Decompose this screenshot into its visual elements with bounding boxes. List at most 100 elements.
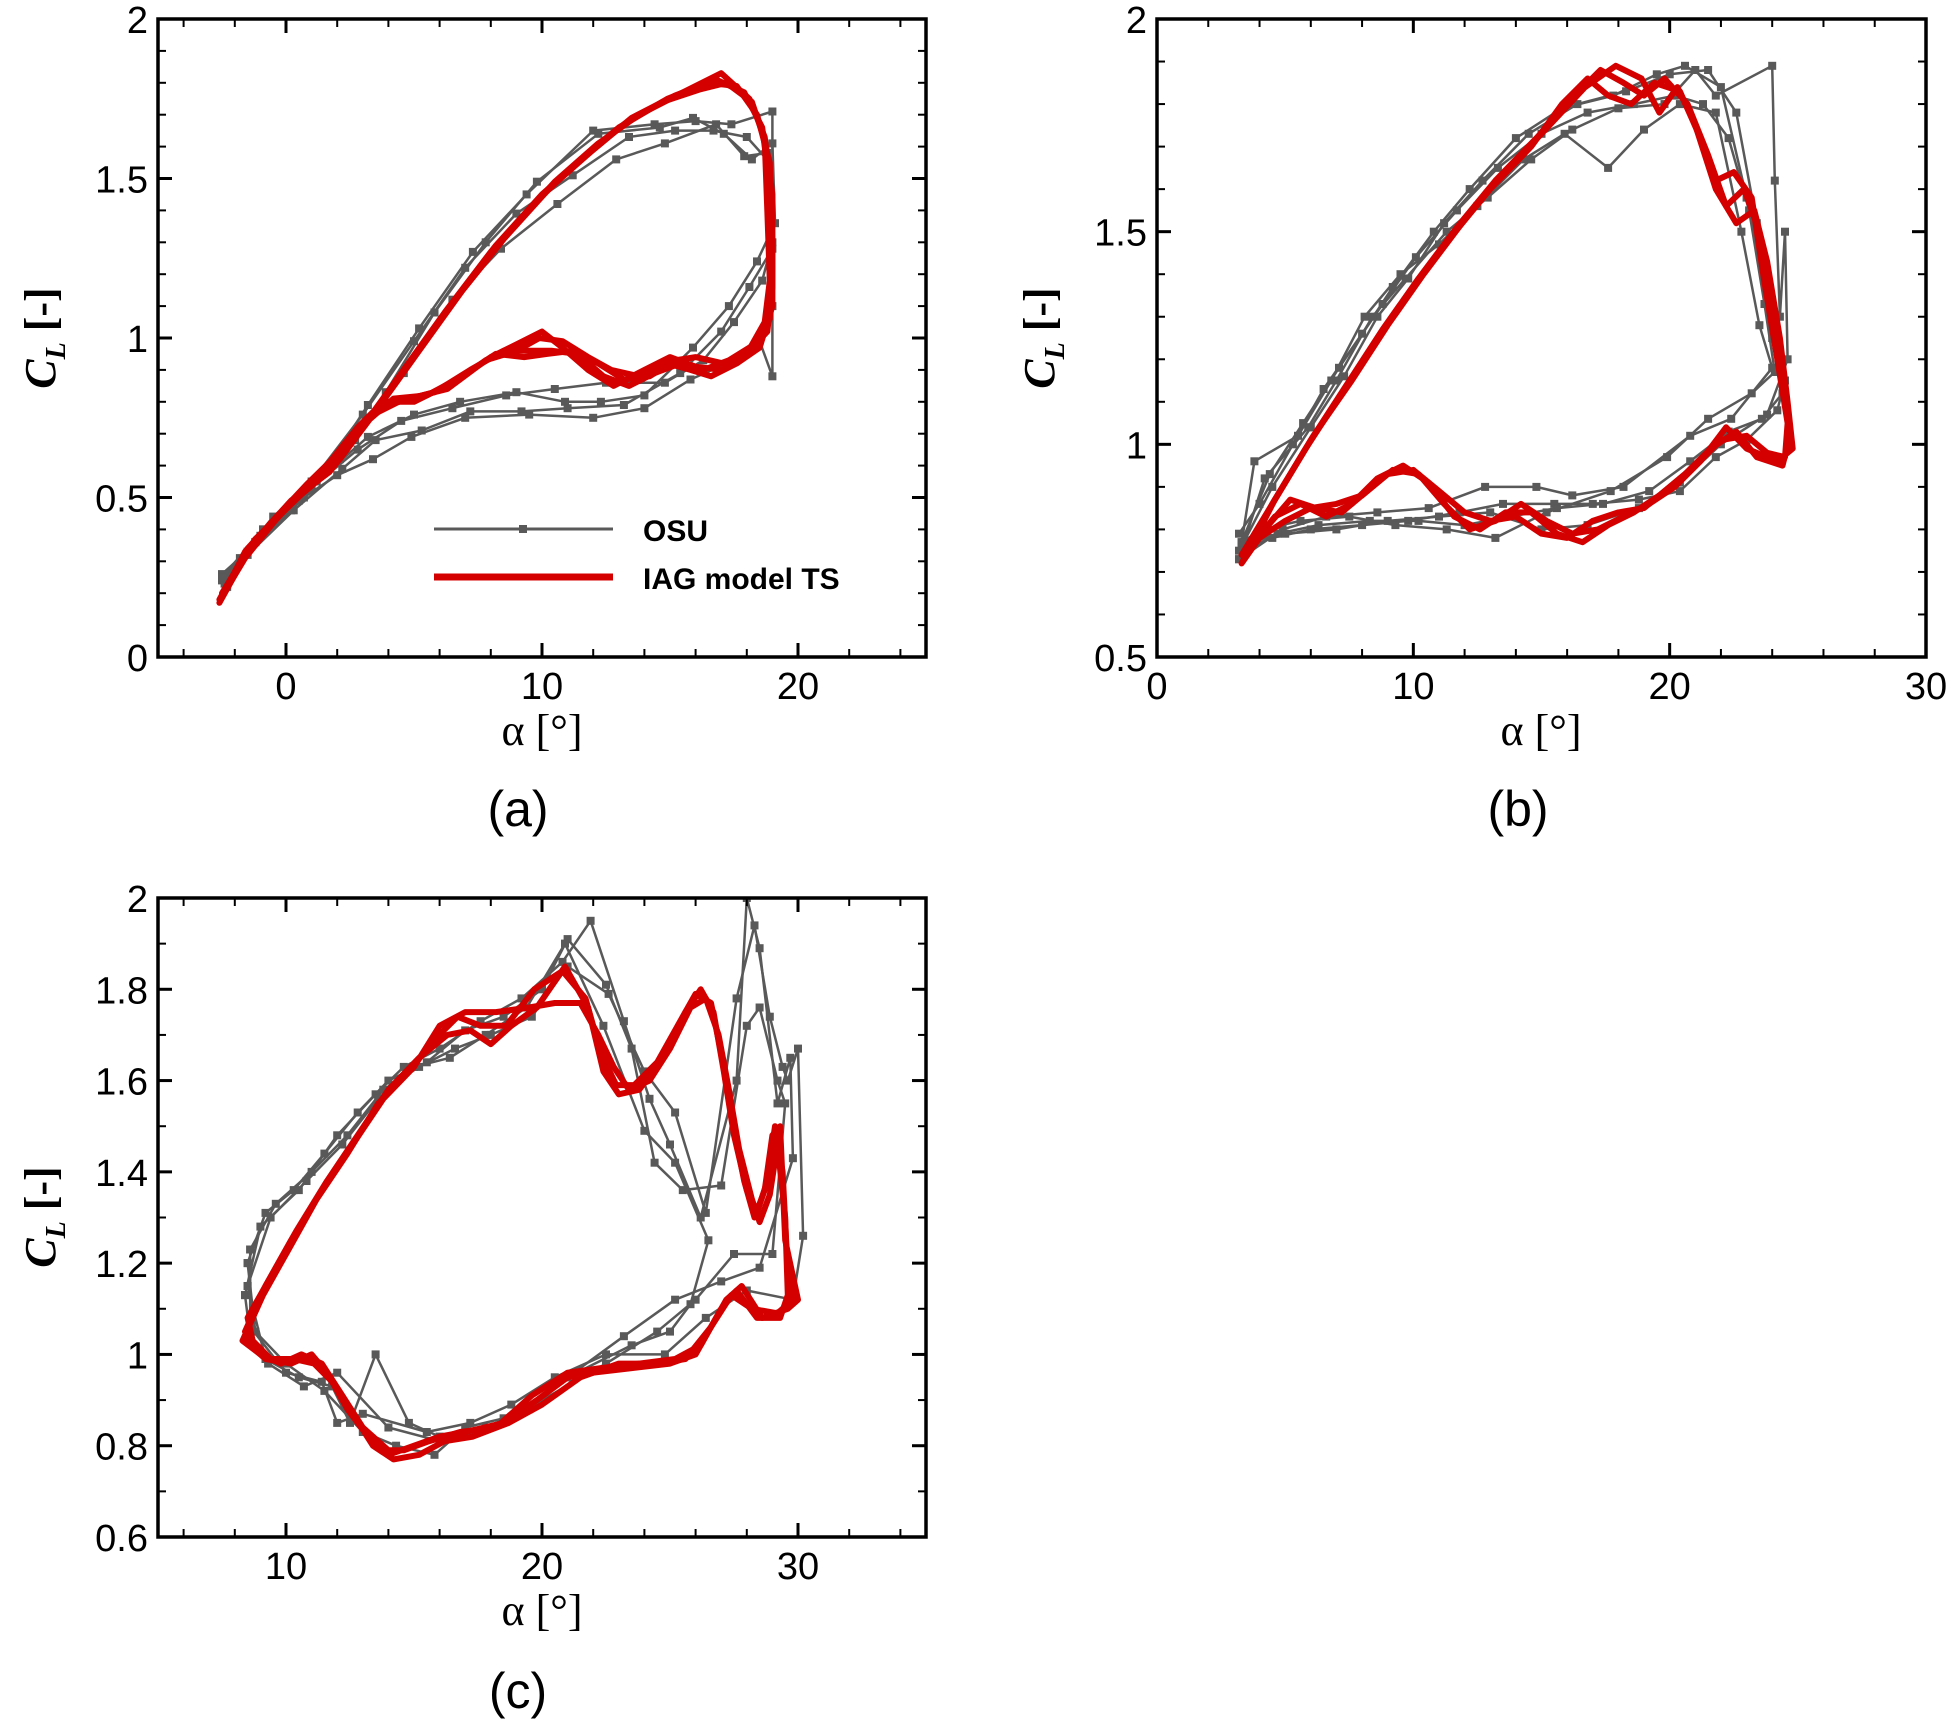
osu-data-point [1550,499,1559,508]
x-axis-title-a: α [°] [502,706,583,755]
y-tick-label: 1.4 [95,1153,148,1195]
series-osu-b [1235,61,1792,564]
osu-data-point [1278,525,1287,534]
osu-data-point [353,445,362,454]
osu-data-point [445,1053,454,1062]
osu-data-point [1493,163,1502,172]
osu-data-point [1747,389,1756,398]
osu-data-point [379,1085,388,1094]
legend-iag-label: IAG model TS [643,563,840,596]
osu-data-point [553,200,562,208]
osu-data-point [1378,300,1387,308]
y-tick-label: 2 [127,879,148,921]
osu-data-point [1622,87,1631,96]
y-tick-label: 0 [127,638,148,680]
osu-data-point [1411,253,1420,262]
osu-data-point [1368,312,1377,321]
osu-data-point [1614,104,1623,113]
osu-data-point [794,1044,802,1053]
y-axis-title-unit-b: [-] [1015,287,1064,342]
osu-data-point [1383,516,1392,525]
osu-data-point [599,1021,608,1030]
osu-data-point [773,1099,782,1108]
osu-data-point [653,1327,662,1336]
osu-data-point [758,276,767,285]
osu-data-point [1542,508,1551,517]
osu-data-point [1235,546,1243,555]
osu-data-point [1768,61,1777,70]
osu-data-point [589,126,598,135]
osu-data-point [1686,457,1695,466]
osu-data-point [1499,499,1507,508]
y-tick-label: 1 [127,319,148,361]
svg-text:CL [-]: CL [-] [16,1166,72,1267]
osu-data-point [676,369,685,378]
y-tick-label: 1.6 [95,1062,148,1104]
x-tick-label: 20 [777,666,819,708]
osu-data-point [1281,529,1290,538]
osu-data-point [563,404,572,413]
osu-data-point [407,432,416,441]
osu-data-point [1373,312,1382,321]
osu-data-point [1332,376,1341,385]
x-tick-label: 20 [1649,666,1691,708]
y-axis-title-main-b: C [1015,359,1064,389]
osu-data-point [1265,470,1274,479]
osu-data-point [696,1213,705,1222]
osu-data-point [1699,100,1707,109]
osu-data-point [1599,499,1607,508]
osu-data-point [1568,125,1577,134]
osu-data-point [589,413,598,422]
osu-data-point [678,1186,687,1195]
osu-data-point [755,1263,764,1272]
iag-cycle-line [219,70,776,597]
osu-data-point [1401,274,1410,283]
osu-data-point [1532,482,1541,491]
osu-data-point [358,410,367,419]
y-axis-title-sub-c: L [41,1221,72,1239]
osu-data-point [550,385,559,393]
osu-data-point [753,257,761,266]
osu-data-point [1527,155,1536,164]
osu-data-point [742,133,751,141]
osu-data-point [448,404,457,413]
osu-data-point [1768,363,1777,372]
osu-data-point [1737,227,1746,236]
osu-data-point [1299,419,1308,428]
osu-data-point [1675,487,1684,496]
osu-data-point [1783,355,1792,364]
osu-data-point [627,1044,636,1053]
osu-data-point [1455,508,1464,517]
osu-data-point [666,1327,674,1336]
osu-data-point [333,1368,342,1377]
osu-data-point [1681,61,1689,70]
x-axis-title-b: α [°] [1501,706,1582,755]
osu-data-point [745,283,754,291]
osu-data-point [1711,108,1720,117]
osu-data-point [1652,70,1661,79]
osu-data-point [704,1236,713,1245]
osu-data-point [750,921,759,930]
osu-data-point [294,1373,303,1382]
osu-data-point [561,939,569,948]
osu-data-point [517,994,526,1003]
osu-data-point [640,391,649,400]
osu-data-point [1645,487,1654,496]
osu-data-point [1391,521,1400,530]
osu-data-point [481,1030,490,1039]
osu-data-point [415,324,424,333]
osu-data-point [619,401,628,409]
osu-data-point [371,1350,380,1359]
osu-data-point [1255,499,1264,508]
osu-data-point [709,126,718,135]
axes-c: 10 20 30 0.6 0.8 1 1.2 1.4 1.6 1.8 2 [95,879,928,1588]
y-tick-label: 1.5 [95,160,148,202]
series-layer-a [216,70,779,606]
osu-data-point [461,413,470,422]
legend-osu-marker [519,525,527,533]
y-tick-label: 0.6 [95,1518,148,1560]
osu-data-point [724,302,733,311]
osu-data-point [532,177,541,186]
osu-data-point [666,1140,674,1149]
osu-data-point [768,107,777,116]
